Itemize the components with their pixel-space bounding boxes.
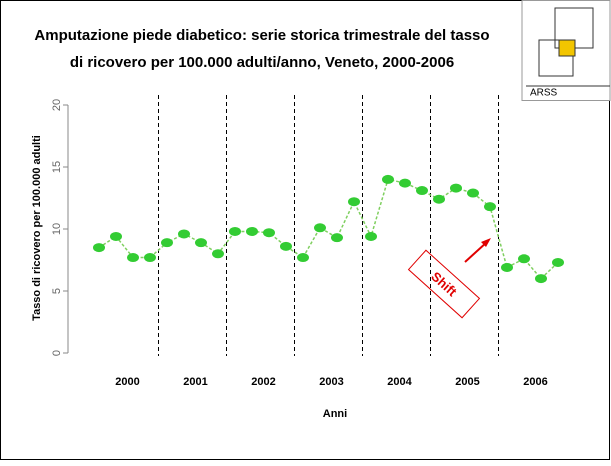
data-point: [433, 194, 445, 204]
data-point: [331, 233, 343, 243]
data-point: [246, 226, 258, 236]
logo-text: ARSS: [530, 88, 558, 99]
y-tick-label: 0: [51, 350, 63, 356]
y-tick-label: 10: [51, 223, 63, 235]
x-axis-title: Anni: [323, 408, 347, 420]
data-point: [229, 226, 241, 236]
data-point: [212, 249, 224, 259]
data-point: [399, 178, 411, 188]
annotation: Shift: [407, 249, 481, 319]
y-axis-title: Tasso di ricovero per 100.000 adulti: [31, 135, 43, 321]
data-point: [280, 241, 292, 251]
data-line: [98, 178, 559, 280]
data-point: [518, 254, 530, 264]
data-point: [450, 183, 462, 193]
data-point: [484, 202, 496, 212]
data-point: [110, 231, 122, 241]
x-tick-label: 2005: [455, 376, 479, 388]
data-point: [501, 262, 513, 272]
y-tick-label: 5: [51, 288, 63, 294]
x-tick-label: 2006: [523, 376, 547, 388]
data-point: [127, 253, 139, 263]
y-tick-label: 15: [51, 161, 63, 173]
data-point: [195, 238, 207, 248]
data-point: [382, 174, 394, 184]
data-point: [297, 253, 309, 263]
chart-title: Amputazione piede diabetico: serie stori…: [34, 27, 489, 44]
data-point: [178, 229, 190, 239]
data-point: [365, 231, 377, 241]
logo: ARSS: [521, 0, 611, 101]
data-point: [467, 188, 479, 198]
x-tick-label: 2002: [251, 376, 275, 388]
data-point: [161, 238, 173, 248]
data-point: [416, 186, 428, 196]
data-point: [263, 228, 275, 238]
data-point: [93, 243, 105, 253]
y-tick-label: 20: [51, 99, 63, 111]
data-point: [314, 223, 326, 233]
x-tick-label: 2004: [387, 376, 412, 388]
chart-title: di ricovero per 100.000 adulti/anno, Ven…: [70, 54, 454, 71]
x-tick-label: 2000: [115, 376, 139, 388]
annotation-arrow: [464, 238, 491, 263]
data-point: [348, 197, 360, 207]
data-point: [144, 253, 156, 263]
x-tick-label: 2003: [319, 376, 343, 388]
data-point: [552, 257, 564, 267]
x-tick-label: 2001: [183, 376, 207, 388]
data-point: [535, 274, 547, 284]
